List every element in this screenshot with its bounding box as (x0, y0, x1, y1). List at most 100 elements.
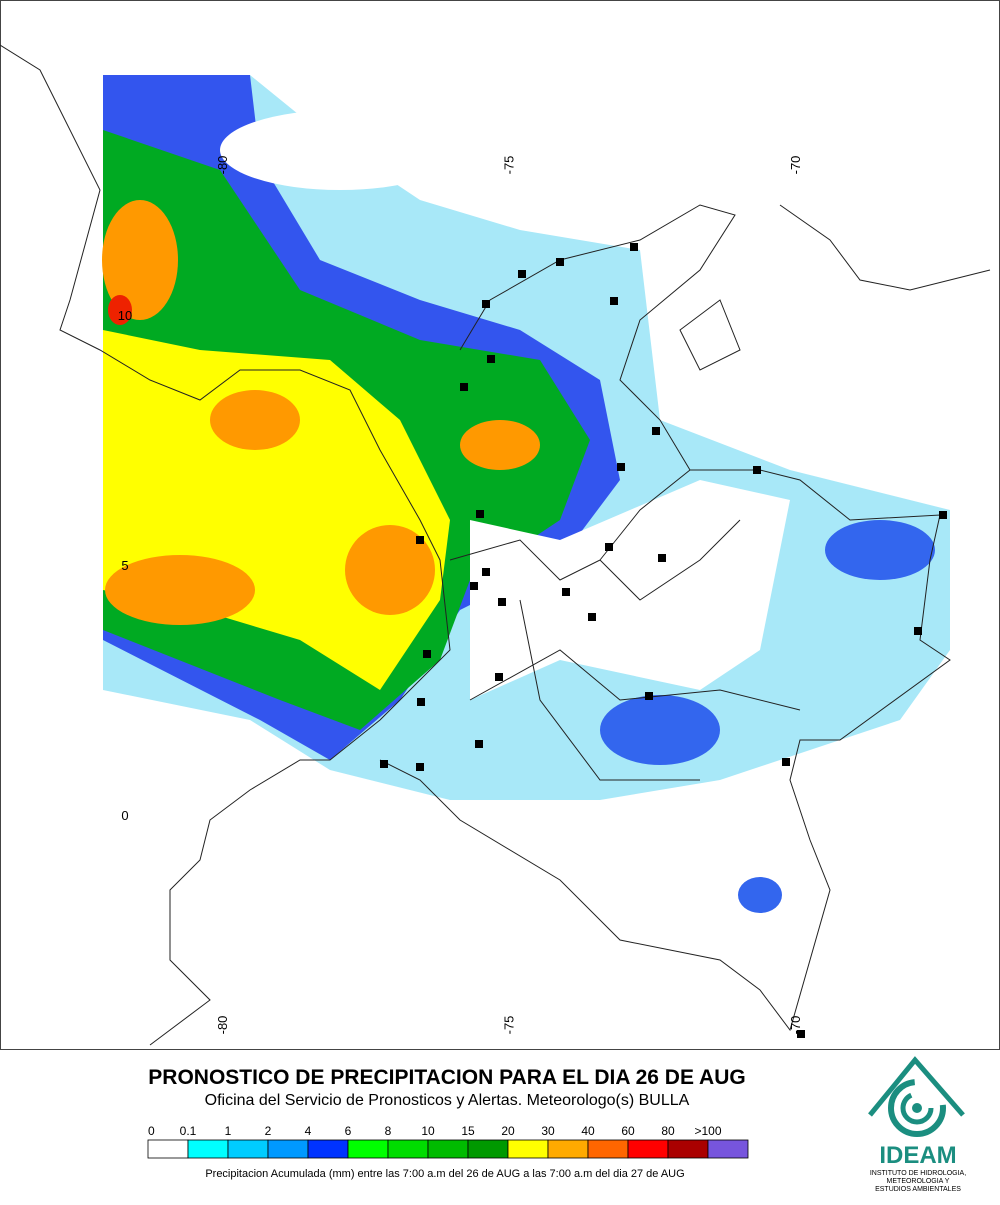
borders (0, 44, 991, 1046)
station (652, 427, 660, 435)
intense-rain (105, 555, 255, 625)
legend-swatch (227, 1139, 269, 1159)
station (495, 673, 503, 681)
logo: IDEAM INSTITUTO DE HIDROLOGIA, METEOROLO… (868, 1056, 966, 1193)
station (630, 243, 638, 251)
station (518, 270, 526, 278)
station (475, 740, 483, 748)
station (645, 692, 653, 700)
legend-swatch (467, 1139, 509, 1159)
legend-swatch (307, 1139, 349, 1159)
station (482, 568, 490, 576)
coastline (0, 44, 451, 1046)
station (476, 510, 484, 518)
station (487, 355, 495, 363)
title: PRONOSTICO DE PRECIPITACION PARA EL DIA … (148, 1066, 745, 1089)
station (658, 554, 666, 562)
legend-swatch (267, 1139, 309, 1159)
station (482, 300, 490, 308)
station (460, 383, 468, 391)
legend-label: 1 (225, 1124, 232, 1138)
station (914, 627, 922, 635)
legend-swatch (627, 1139, 669, 1159)
legend-swatch (507, 1139, 549, 1159)
legend-label: 0 (148, 1124, 155, 1138)
stations (380, 243, 947, 1038)
dry-area (220, 110, 460, 190)
legend-swatch (667, 1139, 709, 1159)
station (498, 598, 506, 606)
longitude-label: -80 (215, 1016, 230, 1035)
station (417, 698, 425, 706)
moderate-rain (825, 520, 935, 580)
intense-rain (460, 420, 540, 470)
legend-label: 4 (305, 1124, 312, 1138)
legend-label: 20 (501, 1124, 515, 1138)
station (939, 511, 947, 519)
legend-label: 10 (421, 1124, 435, 1138)
logo-swirl (900, 1091, 934, 1125)
logo-roof (868, 1056, 965, 1117)
station (617, 463, 625, 471)
longitude-label: -70 (788, 156, 803, 175)
legend-swatch (547, 1139, 589, 1159)
intense-rain (102, 200, 178, 320)
logo-swirl (912, 1103, 922, 1113)
logo-swirl (888, 1079, 946, 1137)
station (556, 258, 564, 266)
country-border (379, 204, 951, 1032)
legend-label: 15 (461, 1124, 475, 1138)
legend-swatch (707, 1139, 749, 1159)
logo-line: INSTITUTO DE HIDROLOGIA, (870, 1170, 966, 1177)
logo-line: METEOROLOGIA Y (887, 1178, 950, 1185)
station (782, 758, 790, 766)
intense-rain (345, 525, 435, 615)
station (416, 536, 424, 544)
legend-swatch (147, 1139, 189, 1159)
coastline (679, 204, 991, 371)
legend: 0 0.1 1 2 4 6 8 10 15 20 30 40 60 80 >100 (147, 1124, 749, 1159)
legend-caption: Precipitacion Acumulada (mm) entre las 7… (205, 1168, 684, 1180)
station (605, 543, 613, 551)
legend-swatch (187, 1139, 229, 1159)
legend-label: 80 (661, 1124, 675, 1138)
department-border (449, 469, 801, 781)
subtitle: Oficina del Servicio de Pronosticos y Al… (205, 1092, 690, 1109)
legend-swatch (347, 1139, 389, 1159)
station (610, 297, 618, 305)
legend-swatch (387, 1139, 429, 1159)
moderate-rain (738, 877, 782, 913)
moderate-rain (600, 695, 720, 765)
legend-label: 8 (385, 1124, 392, 1138)
station (423, 650, 431, 658)
legend-label: 30 (541, 1124, 555, 1138)
latitude-label: 10 (118, 308, 132, 323)
longitude-label: -75 (502, 1016, 517, 1035)
station (588, 613, 596, 621)
legend-swatch (587, 1139, 629, 1159)
station (416, 763, 424, 771)
station (797, 1030, 805, 1038)
longitude-label: -75 (502, 156, 517, 175)
longitude-label: -80 (215, 156, 230, 175)
latitude-label: 5 (121, 558, 128, 573)
latitude-label: 0 (121, 808, 128, 823)
logo-line: ESTUDIOS AMBIENTALES (875, 1186, 961, 1193)
longitude-label: -70 (788, 1016, 803, 1035)
legend-swatch (427, 1139, 469, 1159)
extreme-rain (108, 295, 132, 325)
legend-label: 2 (265, 1124, 272, 1138)
station (470, 582, 478, 590)
station (562, 588, 570, 596)
legend-label: 0.1 (180, 1124, 197, 1138)
station (380, 760, 388, 768)
legend-label: 6 (345, 1124, 352, 1138)
legend-label: 40 (581, 1124, 595, 1138)
legend-label: >100 (694, 1124, 721, 1138)
intense-rain (210, 390, 300, 450)
station (753, 466, 761, 474)
logo-name: IDEAM (879, 1142, 956, 1169)
legend-label: 60 (621, 1124, 635, 1138)
